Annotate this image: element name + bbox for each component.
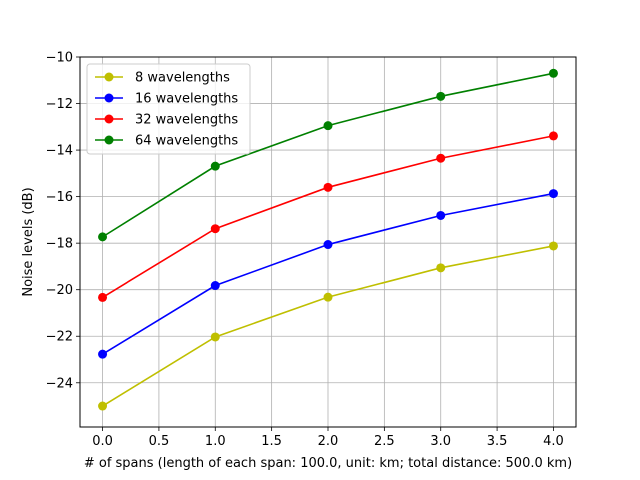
x-tick-label: 1.5 [261,434,282,449]
y-tick-label: −14 [46,144,73,159]
data-point [98,292,108,302]
legend-marker [104,114,114,124]
y-tick-label: −10 [46,51,73,66]
x-tick-label: 3.0 [430,434,451,449]
x-tick-label: 1.0 [205,434,226,449]
series-4 [98,68,558,242]
series-group [98,68,558,411]
legend-label: 16 wavelengths [135,92,238,107]
legend-item: 32 wavelengths [95,113,238,128]
data-point [548,241,558,251]
data-point [323,121,333,131]
data-point [548,68,558,78]
legend-label: 64 wavelengths [135,134,238,149]
y-tick-label: −18 [46,237,73,252]
x-tick-label: 0.0 [92,434,113,449]
legend-item: 16 wavelengths [95,92,238,107]
y-tick-label: −24 [46,376,73,391]
y-tick-label: −22 [46,330,73,345]
data-point [436,263,446,273]
data-point [323,182,333,192]
series-1 [98,241,558,411]
data-point [210,332,220,342]
legend-label: 32 wavelengths [135,113,238,128]
data-point [210,224,220,234]
legend-item: 8 wavelengths [95,71,230,86]
legend-item: 64 wavelengths [95,134,238,149]
y-axis-label: Noise levels (dB) [21,187,36,296]
y-tick-label: −20 [46,283,73,298]
legend: 8 wavelengths 16 wavelengths 32 wavelength… [86,63,251,155]
series-3 [98,131,558,302]
legend-label: 8 wavelengths [135,71,230,86]
data-point [323,240,333,250]
data-point [98,232,108,242]
data-point [98,349,108,359]
axis-ticks: 0.0 0.5 1.0 1.5 2.0 2.5 3.0 3.5 4.0 −24 −22 −20 −18 −… [46,51,564,450]
x-tick-label: 0.5 [149,434,170,449]
x-tick-label: 2.5 [374,434,395,449]
data-point [548,189,558,199]
data-point [436,153,446,163]
x-tick-label: 4.0 [543,434,564,449]
data-point [436,91,446,101]
legend-box [86,63,251,155]
data-point [436,210,446,220]
legend-marker [104,93,114,103]
data-point [323,292,333,302]
y-tick-label: −12 [46,97,73,112]
data-point [210,281,220,291]
plot-frame [79,56,577,428]
x-tick-label: 3.5 [487,434,508,449]
x-tick-label: 2.0 [318,434,339,449]
x-axis-label: # of spans (length of each span: 100.0, … [84,456,572,471]
legend-marker [104,135,114,145]
series-2 [98,189,558,359]
data-point [98,401,108,411]
data-point [548,131,558,141]
data-point [210,161,220,171]
y-tick-label: −16 [46,190,73,205]
legend-marker [104,72,114,82]
